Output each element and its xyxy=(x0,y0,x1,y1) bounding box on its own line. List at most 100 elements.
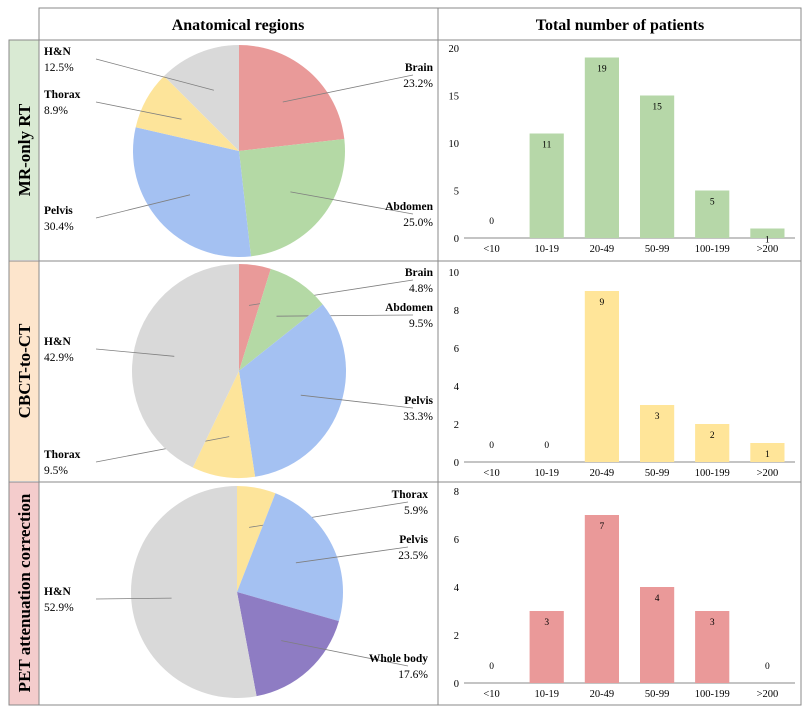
ytick-label-2: 2 xyxy=(454,420,459,431)
xtick-label: >200 xyxy=(757,689,779,700)
pie-leader-pelvis xyxy=(300,394,414,409)
pie-leader-hnn xyxy=(95,348,175,357)
ytick-label-0: 0 xyxy=(454,234,459,245)
pie-slice-whole-body xyxy=(237,592,339,697)
pie-leader-whole-body xyxy=(281,640,409,667)
bar-value-label: 7 xyxy=(600,522,605,532)
header-anatomical-regions: Anatomical regions xyxy=(172,17,305,34)
pie-percent-abdomen: 25.0% xyxy=(403,217,433,229)
bar-100-199 xyxy=(695,190,730,238)
ytick-label-10: 10 xyxy=(449,139,460,150)
pie-slice-pelvis xyxy=(239,304,347,477)
pie-label-pelvis: Pelvis xyxy=(44,205,73,217)
pie-label-whole-body: Whole body xyxy=(369,653,428,665)
xtick-label: 20-49 xyxy=(590,244,615,255)
pie-percent-pelvis: 33.3% xyxy=(403,411,433,423)
row-label-pet: PET attenuation correction xyxy=(15,493,34,692)
row-bg-cbct xyxy=(9,261,39,481)
ytick-label-4: 4 xyxy=(454,583,460,594)
pie-slice-abdomen xyxy=(239,268,323,371)
table-grid xyxy=(8,7,802,706)
pie-label-brain: Brain xyxy=(405,267,434,279)
xtick-label: 10-19 xyxy=(535,689,560,700)
bar-100-199 xyxy=(695,611,730,683)
header-total-patients: Total number of patients xyxy=(536,17,704,34)
xtick-label: <10 xyxy=(483,244,499,255)
pie-label-hnn: H&N xyxy=(44,586,72,598)
xtick-label: 100-199 xyxy=(695,689,730,700)
bar-value-label: 0 xyxy=(489,662,494,672)
pie-percent-pelvis: 30.4% xyxy=(44,221,74,233)
pie-slice-hnn xyxy=(130,486,257,699)
row-label-mr: MR-only RT xyxy=(15,103,34,196)
bar-value-label: 9 xyxy=(600,298,605,308)
ytick-label-6: 6 xyxy=(454,344,459,355)
pie-leader-hnn xyxy=(95,597,172,600)
ytick-label-8: 8 xyxy=(454,306,459,317)
pie-slice-abdomen xyxy=(239,139,345,257)
bar-50-99 xyxy=(640,587,675,683)
xtick-label: 20-49 xyxy=(590,468,615,479)
pie-percent-hnn: 42.9% xyxy=(44,352,74,364)
bar-charts: 051015200<101110-191920-491550-995100-19… xyxy=(449,44,795,700)
ytick-label-2: 2 xyxy=(454,631,459,642)
xtick-label: 50-99 xyxy=(645,468,670,479)
pie-slice-pelvis xyxy=(237,493,343,622)
pie-label-hnn: H&N xyxy=(44,336,72,348)
pie-percent-pelvis: 23.5% xyxy=(398,550,428,562)
ytick-label-8: 8 xyxy=(454,487,459,498)
xtick-label: 10-19 xyxy=(535,468,560,479)
row-bg-mr xyxy=(9,40,39,260)
ytick-label-0: 0 xyxy=(454,679,459,690)
bar-value-label: 3 xyxy=(544,618,549,628)
pie-leader-hnn xyxy=(95,58,215,91)
pie-leader-abdomen xyxy=(290,191,414,215)
bar-value-label: 3 xyxy=(710,618,715,628)
bar-value-label: 3 xyxy=(655,412,660,422)
xtick-label: 100-199 xyxy=(695,244,730,255)
bar-value-label: 19 xyxy=(597,65,607,75)
pie-label-abdomen: Abdomen xyxy=(385,201,434,213)
pie-slice-thorax xyxy=(192,371,256,479)
pie-percent-thorax: 9.5% xyxy=(44,465,68,477)
pie-percent-thorax: 5.9% xyxy=(404,505,428,517)
pie-label-abdomen: Abdomen xyxy=(385,302,434,314)
bar-50-99 xyxy=(640,405,675,462)
pie-label-brain: Brain xyxy=(405,62,434,74)
bar-200 xyxy=(750,443,785,462)
bar-50-99 xyxy=(640,95,675,238)
bar-value-label: 15 xyxy=(652,103,662,113)
pie-label-hnn: H&N xyxy=(44,46,72,58)
bar-200 xyxy=(750,228,785,238)
bar-100-199 xyxy=(695,424,730,462)
pie-percent-hnn: 12.5% xyxy=(44,62,74,74)
bar-10-19 xyxy=(529,133,564,238)
bar-20-49 xyxy=(584,515,619,683)
bar-value-label: 1 xyxy=(765,450,770,460)
pie-slice-pelvis xyxy=(133,127,251,257)
bar-value-label: 5 xyxy=(710,198,715,208)
pie-label-thorax: Thorax xyxy=(44,449,81,461)
bar-value-label: 0 xyxy=(765,662,770,672)
bar-value-label: 1 xyxy=(765,236,770,246)
xtick-label: >200 xyxy=(757,468,779,479)
pie-percent-brain: 4.8% xyxy=(409,283,433,295)
ytick-label-20: 20 xyxy=(449,44,460,55)
pie-percent-hnn: 52.9% xyxy=(44,602,74,614)
pie-label-thorax: Thorax xyxy=(44,89,81,101)
ytick-label-15: 15 xyxy=(449,92,460,103)
ytick-label-0: 0 xyxy=(454,458,459,469)
row-bg-pet xyxy=(9,482,39,705)
xtick-label: 50-99 xyxy=(645,689,670,700)
pie-percent-whole-body: 17.6% xyxy=(398,669,428,681)
xtick-label: >200 xyxy=(757,244,779,255)
pie-slice-hnn xyxy=(131,264,239,468)
bar-20-49 xyxy=(584,57,619,238)
pie-slice-hnn xyxy=(164,45,239,151)
ytick-label-5: 5 xyxy=(454,187,459,198)
bar-value-label: 11 xyxy=(542,141,551,151)
pie-leader-brain xyxy=(282,74,414,103)
bar-value-label: 0 xyxy=(489,441,494,451)
pie-label-thorax: Thorax xyxy=(392,489,429,501)
